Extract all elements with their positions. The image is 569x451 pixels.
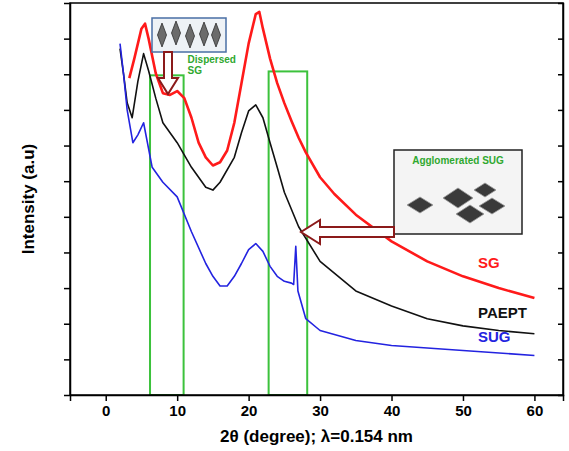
inset-box xyxy=(152,18,226,52)
y-tick-mark xyxy=(64,181,70,183)
y-axis-right-line xyxy=(558,4,564,396)
y-tick-mark-right xyxy=(558,288,563,290)
platelet-icon xyxy=(456,205,484,223)
y-tick xyxy=(64,252,70,253)
x-axis-line xyxy=(71,396,564,402)
x-tick-mark xyxy=(534,395,536,401)
platelet-icon xyxy=(158,23,167,47)
y-tick-mark-right xyxy=(558,145,563,147)
x-tick: 40 xyxy=(384,395,401,419)
y-tick-right xyxy=(558,359,563,360)
x-tick-label: 0 xyxy=(102,402,110,419)
annotation-label: Agglomerated SUG xyxy=(412,155,504,166)
y-tick-mark xyxy=(64,359,70,361)
series-line xyxy=(120,44,534,356)
x-tick: 30 xyxy=(312,395,329,419)
y-tick-mark-right xyxy=(558,110,563,112)
y-tick xyxy=(64,74,70,75)
insets xyxy=(152,18,522,244)
y-axis-line xyxy=(64,4,71,396)
y-tick xyxy=(64,181,70,182)
x-tick-mark xyxy=(105,395,107,401)
platelet-icon xyxy=(200,22,209,46)
y-tick-right xyxy=(558,217,563,218)
y-tick-mark-right xyxy=(558,359,563,361)
y-tick xyxy=(64,146,70,147)
y-tick-mark-right xyxy=(558,181,563,183)
y-tick-mark-right xyxy=(558,74,563,76)
x-axis-title: 2θ (degree); λ=0.154 nm xyxy=(220,427,413,446)
x-tick: 10 xyxy=(169,395,186,419)
annotation-label: DispersedSG xyxy=(188,54,236,76)
plot-frame xyxy=(70,3,563,395)
inset-box xyxy=(394,150,522,234)
platelet-icon xyxy=(186,24,195,48)
y-tick-right xyxy=(558,252,563,253)
x-tick-mark xyxy=(320,395,322,401)
y-tick xyxy=(64,288,70,289)
series-label: SUG xyxy=(478,328,511,345)
x-tick-label: 40 xyxy=(384,402,401,419)
y-tick-mark xyxy=(64,252,70,254)
y-axis xyxy=(64,4,71,396)
y-tick-mark xyxy=(64,74,70,76)
y-tick-right xyxy=(558,39,563,40)
x-tick-mark xyxy=(177,395,179,401)
x-tick-label: 50 xyxy=(455,402,472,419)
platelet-icon xyxy=(474,183,496,197)
x-tick-label: 30 xyxy=(312,402,329,419)
x-tick: 50 xyxy=(455,395,472,419)
annotation-boxes xyxy=(150,71,307,395)
x-tick-label: 60 xyxy=(527,402,544,419)
y-tick-right xyxy=(558,288,563,289)
y-tick xyxy=(64,39,70,40)
y-tick-mark xyxy=(64,288,70,290)
x-tick: 60 xyxy=(527,395,544,419)
y-tick-mark xyxy=(64,145,70,147)
x-tick-mark xyxy=(463,395,465,401)
series-label: PAEPT xyxy=(478,304,527,321)
y-tick-mark xyxy=(64,217,70,219)
arrow xyxy=(158,52,178,94)
x-tick-mark xyxy=(391,395,393,401)
y-tick-mark xyxy=(64,110,70,112)
y-tick-mark-right xyxy=(558,252,563,254)
y-tick-right xyxy=(558,324,563,325)
x-tick: 20 xyxy=(241,395,258,419)
lines xyxy=(120,12,534,356)
platelet-icon xyxy=(172,21,181,45)
x-tick-label: 20 xyxy=(241,402,258,419)
platelet-icon xyxy=(479,198,505,214)
y-tick-mark xyxy=(64,38,70,40)
y-tick-mark-right xyxy=(558,323,563,325)
platelet-icon xyxy=(212,23,221,47)
series-label: SG xyxy=(478,254,500,271)
y-tick xyxy=(64,110,70,111)
x-axis: 0 10 20 30 40 50 60 xyxy=(71,395,564,419)
y-tick xyxy=(64,324,70,325)
chart: 0 10 20 30 40 50 60 2θ (degree); λ=0.154 nm Inte… xyxy=(0,0,569,451)
series-line xyxy=(129,12,534,298)
y-axis-right xyxy=(558,4,564,396)
y-tick-right xyxy=(558,110,563,111)
y-tick-right xyxy=(558,146,563,147)
y-tick-mark-right xyxy=(558,38,563,40)
x-tick-label: 10 xyxy=(169,402,186,419)
series-line xyxy=(120,49,534,334)
y-tick-right xyxy=(558,74,563,75)
platelet-icon xyxy=(407,197,433,213)
platelet-icon xyxy=(443,188,473,208)
y-tick-mark-right xyxy=(558,217,563,219)
y-axis-title: Intensity (a.u) xyxy=(19,144,38,255)
x-tick: 0 xyxy=(102,395,110,419)
y-tick xyxy=(64,217,70,218)
y-tick-right xyxy=(558,181,563,182)
y-tick xyxy=(64,359,70,360)
arrow xyxy=(301,220,394,244)
highlight-box xyxy=(150,75,184,395)
x-tick-mark xyxy=(248,395,250,401)
y-tick-mark xyxy=(64,323,70,325)
